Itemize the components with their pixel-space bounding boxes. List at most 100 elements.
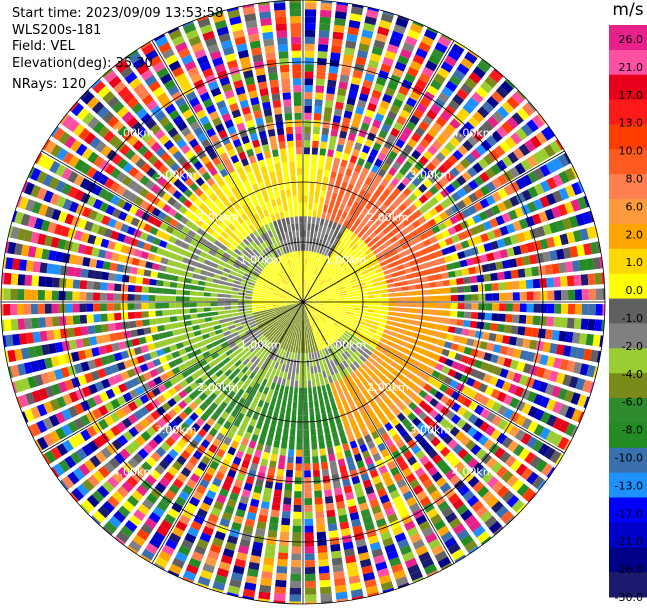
velocity-gate (368, 299, 375, 302)
velocity-gate (268, 164, 275, 172)
velocity-gate (323, 482, 331, 490)
velocity-gate (239, 312, 246, 316)
velocity-gate (451, 295, 458, 301)
velocity-gate (197, 303, 204, 307)
velocity-gate (180, 334, 188, 341)
velocity-gate (210, 336, 218, 342)
velocity-gate (114, 313, 122, 321)
velocity-gate (296, 147, 302, 154)
velocity-gate (252, 297, 259, 299)
velocity-gate (33, 332, 41, 343)
velocity-gate (225, 286, 232, 290)
velocity-gate (260, 578, 272, 586)
velocity-gate (72, 292, 79, 301)
velocity-gate (485, 293, 492, 300)
velocity-gate (315, 92, 324, 100)
velocity-gate (224, 303, 231, 306)
velocity-gate (430, 289, 437, 295)
velocity-gate (280, 65, 290, 73)
velocity-gate (306, 251, 308, 258)
velocity-gate (326, 405, 332, 413)
velocity-gate (278, 462, 285, 470)
velocity-gate (325, 433, 332, 441)
velocity-gate (297, 436, 303, 443)
velocity-gate (572, 260, 580, 271)
velocity-gate (304, 422, 309, 429)
velocity-gate (337, 423, 344, 431)
velocity-gate (333, 438, 340, 446)
velocity-gate (262, 564, 273, 572)
velocity-gate (292, 230, 296, 237)
velocity-gate (190, 303, 197, 307)
velocity-gate (148, 303, 155, 309)
velocity-gate (294, 92, 302, 99)
velocity-gate (108, 273, 116, 281)
velocity-gate (335, 11, 347, 19)
velocity-gate (283, 204, 288, 212)
velocity-gate (305, 23, 316, 30)
velocity-gate (332, 208, 338, 216)
velocity-gate (290, 429, 296, 436)
velocity-gate (266, 59, 276, 67)
velocity-gate (269, 460, 277, 468)
velocity-gate (295, 470, 302, 477)
velocity-gate (291, 175, 296, 182)
velocity-gate (304, 106, 312, 113)
velocity-gate (290, 581, 301, 588)
velocity-gate (129, 321, 137, 328)
velocity-gate (162, 303, 169, 309)
velocity-gate (305, 553, 315, 560)
velocity-gate (394, 338, 402, 344)
velocity-gate (304, 92, 312, 99)
velocity-gate (289, 161, 295, 168)
velocity-gate (540, 278, 548, 288)
velocity-gate (304, 182, 309, 189)
velocity-gate (190, 285, 197, 290)
velocity-gate (40, 331, 48, 342)
velocity-gate (320, 593, 332, 601)
velocity-gate (307, 374, 310, 381)
velocity-gate (337, 402, 343, 410)
velocity-gate (107, 283, 115, 291)
velocity-gate (310, 230, 314, 237)
velocity-gate (213, 279, 221, 284)
velocity-gate (198, 281, 206, 286)
velocity-gate (396, 265, 404, 271)
velocity-gate (275, 114, 283, 122)
velocity-gate (96, 335, 104, 344)
velocity-gate (269, 523, 279, 531)
velocity-gate (299, 258, 301, 265)
velocity-gate (316, 176, 322, 184)
velocity-gate (328, 143, 335, 151)
velocity-gate (114, 293, 121, 300)
velocity-gate (265, 481, 273, 489)
velocity-gate (31, 304, 38, 314)
velocity-gate (381, 289, 388, 293)
velocity-gate (238, 292, 245, 295)
velocity-gate (263, 557, 274, 565)
velocity-gate (238, 306, 245, 309)
velocity-gate (290, 217, 294, 224)
velocity-gate (307, 230, 310, 237)
velocity-gate (347, 294, 354, 297)
velocity-gate (293, 519, 302, 526)
velocity-gate (318, 559, 329, 567)
velocity-gate (269, 73, 279, 81)
velocity-gate (326, 156, 333, 164)
velocity-gate (45, 317, 53, 327)
velocity-gate (316, 79, 325, 87)
velocity-gate (326, 503, 335, 511)
velocity-gate (264, 551, 275, 559)
velocity-gate (286, 189, 291, 196)
velocity-gate (45, 290, 52, 300)
velocity-gate (219, 280, 226, 285)
velocity-gate (288, 203, 293, 210)
velocity-gate (279, 58, 289, 66)
velocity-gate (261, 25, 272, 33)
velocity-gate (277, 377, 282, 385)
velocity-gate (286, 379, 290, 386)
velocity-gate (305, 333, 307, 340)
velocity-gate (207, 327, 215, 333)
velocity-gate (439, 265, 447, 272)
velocity-gate (128, 312, 135, 319)
